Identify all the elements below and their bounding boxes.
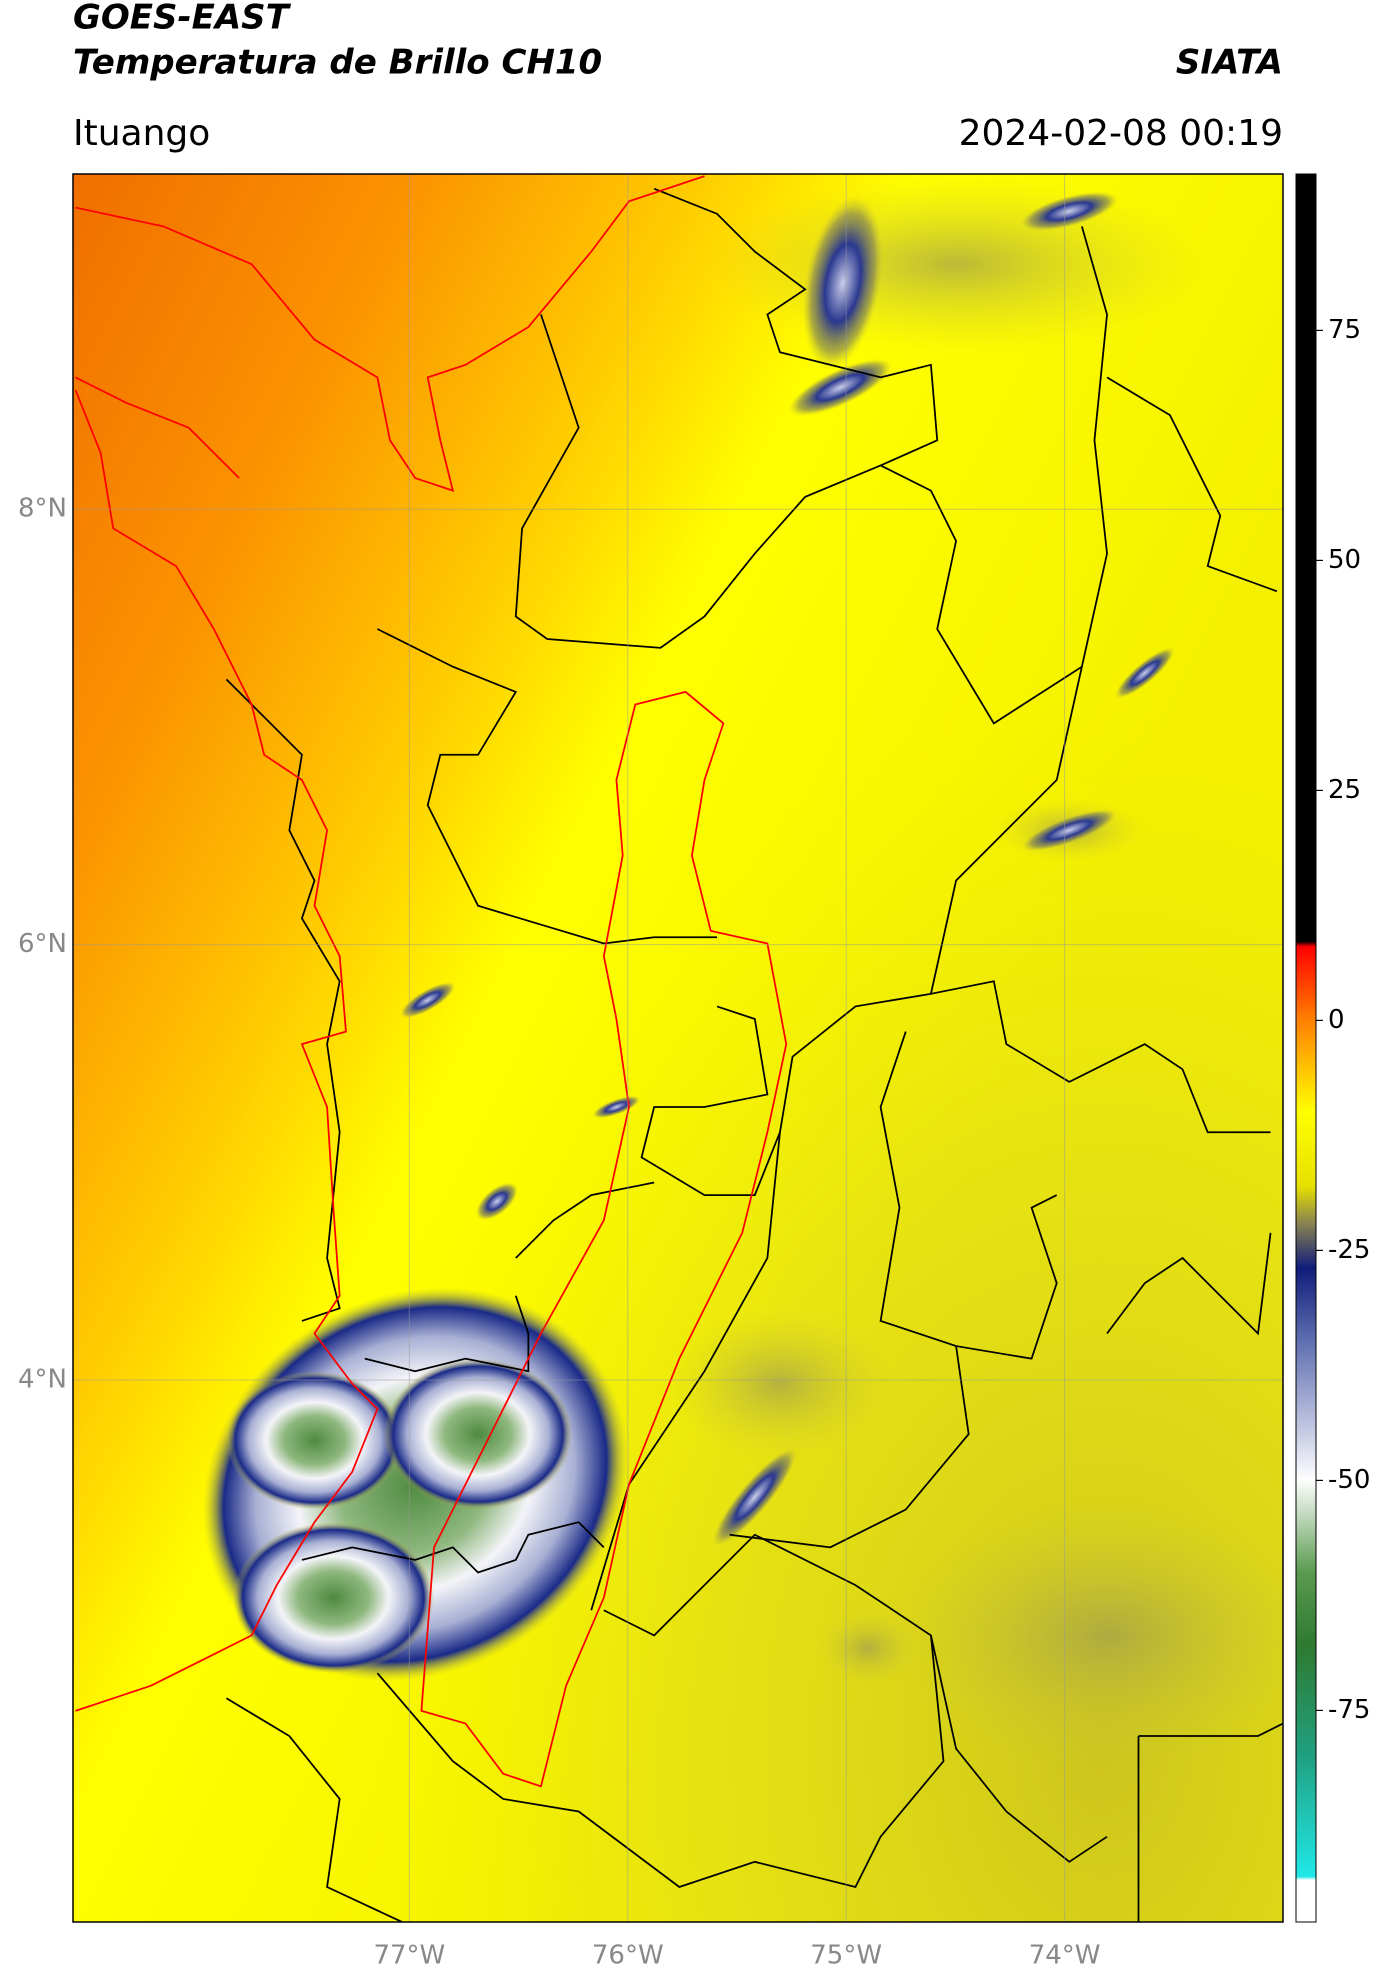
map [73, 174, 1283, 1922]
source: SIATA [1176, 43, 1283, 83]
colorbar-tick-label: 50 [1328, 545, 1361, 575]
x-tick-label: 75°W [810, 1941, 882, 1971]
features [74, 175, 1283, 1922]
location: Ituango [73, 113, 210, 154]
colorbar-tick-label: 0 [1328, 1005, 1345, 1035]
colorbar-tick-label: 75 [1328, 315, 1361, 345]
datetime: 2024-02-08 00:19 [959, 113, 1283, 154]
colorbar-tick-label: -25 [1328, 1235, 1370, 1265]
x-tick-label: 76°W [592, 1941, 664, 1971]
colorbar-tick-label: 25 [1328, 775, 1361, 805]
colorbar-tick-label: -75 [1328, 1695, 1370, 1725]
map-frame [72, 173, 1284, 1923]
colorbar [1295, 173, 1317, 1923]
y-tick-label: 6°N [18, 929, 67, 959]
colorbar-tick-label: -50 [1328, 1465, 1370, 1495]
subtitle: Temperatura de Brillo CH10 [73, 43, 602, 83]
x-tick-label: 77°W [373, 1941, 445, 1971]
x-tick-label: 74°W [1029, 1941, 1101, 1971]
y-tick-label: 4°N [18, 1364, 67, 1394]
grid [73, 174, 1283, 1922]
y-tick-label: 8°N [18, 494, 67, 524]
title: GOES-EAST [73, 0, 292, 38]
